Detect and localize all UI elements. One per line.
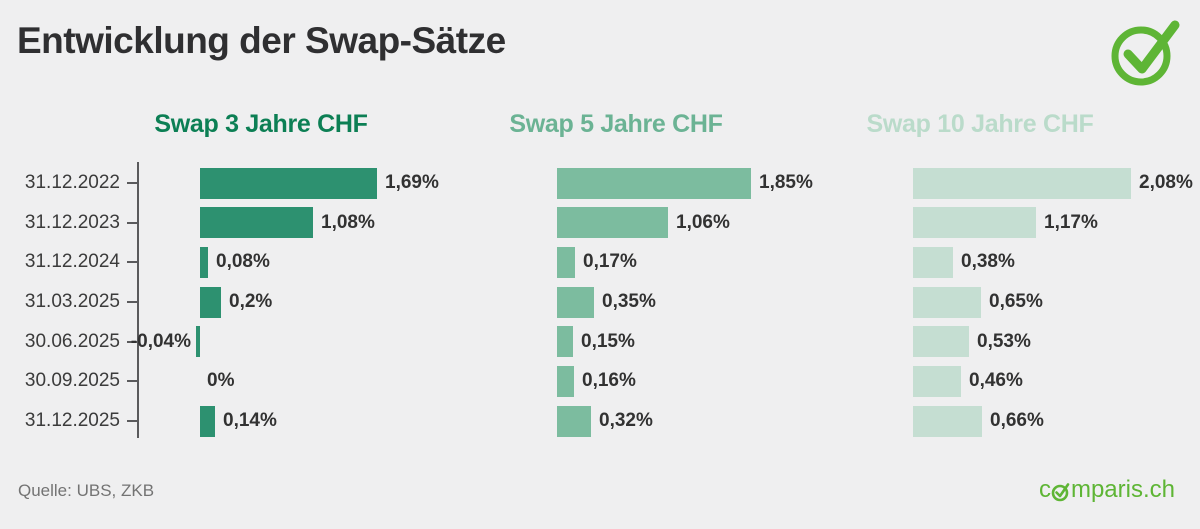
bar — [557, 286, 594, 318]
bar — [913, 286, 981, 318]
series-title-swap-3y: Swap 3 Jahre CHF — [154, 110, 368, 138]
category-label: 30.06.2025 — [24, 330, 120, 352]
circle-check-icon — [1052, 482, 1070, 501]
bar — [913, 167, 1131, 199]
category-label: 31.12.2024 — [24, 251, 120, 273]
value-label: 0,15% — [581, 330, 635, 352]
value-label: 0,2% — [229, 291, 273, 312]
wordmark-text-post: mparis.ch — [1070, 476, 1175, 503]
value-label: 0,46% — [969, 370, 1023, 392]
axis-tick — [127, 380, 138, 383]
wordmark-text-pre: c — [1038, 476, 1051, 503]
bar — [200, 286, 221, 318]
bar — [557, 167, 751, 199]
value-label: 0,35% — [602, 291, 656, 312]
value-label: 2,08% — [1139, 172, 1193, 193]
axis-tick — [127, 182, 138, 184]
bar — [196, 326, 200, 358]
value-label: 1,85% — [759, 172, 813, 193]
value-label: 0,08% — [216, 251, 270, 273]
bar — [200, 405, 215, 437]
category-label: 30.09.2025 — [24, 370, 120, 392]
category-label: 31.12.2023 — [24, 211, 120, 233]
axis-tick — [127, 261, 138, 264]
bar — [557, 405, 591, 437]
value-label: 0,65% — [989, 291, 1043, 312]
bar — [557, 246, 575, 278]
bar — [200, 246, 208, 278]
bar — [200, 167, 377, 199]
value-label: 1,69% — [385, 172, 439, 193]
value-label: 0% — [207, 370, 235, 392]
category-label: 31.12.2025 — [24, 410, 120, 432]
bar — [913, 405, 982, 437]
bar — [913, 365, 961, 397]
comparis-check-logo-icon — [1111, 20, 1180, 86]
axis-tick — [127, 301, 138, 303]
value-label: -0,04% — [130, 330, 191, 352]
value-label: 0,53% — [977, 330, 1031, 352]
axis-tick — [127, 420, 138, 423]
category-label: 31.03.2025 — [24, 291, 120, 312]
bar — [200, 207, 313, 239]
series-title-swap-10y: Swap 10 Jahre CHF — [866, 110, 1094, 138]
comparis-wordmark: c mparis.ch — [1039, 476, 1175, 504]
value-label: 0,32% — [599, 410, 653, 432]
bar — [557, 207, 668, 239]
value-label: 0,17% — [583, 251, 637, 273]
page-title: Entwicklung der Swap-Sätze — [17, 20, 506, 61]
value-label: 0,14% — [223, 410, 277, 432]
category-label: 31.12.2022 — [24, 172, 120, 193]
bar — [913, 246, 953, 278]
value-label: 0,66% — [990, 410, 1044, 432]
bar — [557, 365, 574, 397]
bar — [913, 326, 969, 358]
bar — [557, 326, 573, 358]
value-label: 0,16% — [582, 370, 636, 392]
value-label: 1,17% — [1044, 211, 1098, 233]
value-label: 0,38% — [961, 251, 1015, 273]
axis-tick — [127, 340, 138, 343]
axis-tick — [127, 221, 138, 224]
source-note: Quelle: UBS, ZKB — [18, 481, 155, 500]
value-label: 1,08% — [321, 211, 375, 233]
y-axis-line — [137, 162, 139, 438]
bar — [913, 207, 1036, 239]
series-title-swap-5y: Swap 5 Jahre CHF — [509, 110, 723, 138]
value-label: 1,06% — [676, 211, 730, 233]
